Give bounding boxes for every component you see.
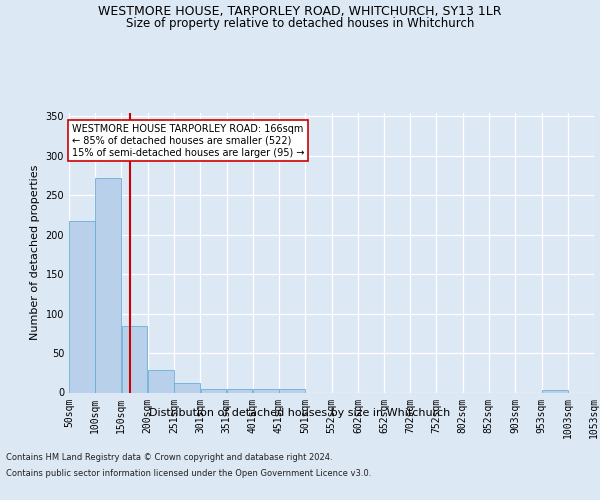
Bar — [253, 390, 278, 392]
Text: Distribution of detached houses by size in Whitchurch: Distribution of detached houses by size … — [149, 408, 451, 418]
Bar — [227, 390, 253, 392]
Text: Contains HM Land Registry data © Crown copyright and database right 2024.: Contains HM Land Registry data © Crown c… — [6, 454, 332, 462]
Bar — [148, 370, 174, 392]
Text: WESTMORE HOUSE TARPORLEY ROAD: 166sqm
← 85% of detached houses are smaller (522): WESTMORE HOUSE TARPORLEY ROAD: 166sqm ← … — [71, 124, 304, 158]
Bar — [122, 326, 147, 392]
Bar — [279, 390, 305, 392]
Text: Contains public sector information licensed under the Open Government Licence v3: Contains public sector information licen… — [6, 468, 371, 477]
Text: Size of property relative to detached houses in Whitchurch: Size of property relative to detached ho… — [126, 18, 474, 30]
Bar — [542, 390, 568, 392]
Y-axis label: Number of detached properties: Number of detached properties — [30, 165, 40, 340]
Text: WESTMORE HOUSE, TARPORLEY ROAD, WHITCHURCH, SY13 1LR: WESTMORE HOUSE, TARPORLEY ROAD, WHITCHUR… — [98, 5, 502, 18]
Bar — [175, 383, 200, 392]
Bar — [69, 220, 95, 392]
Bar — [95, 178, 121, 392]
Bar — [200, 388, 226, 392]
